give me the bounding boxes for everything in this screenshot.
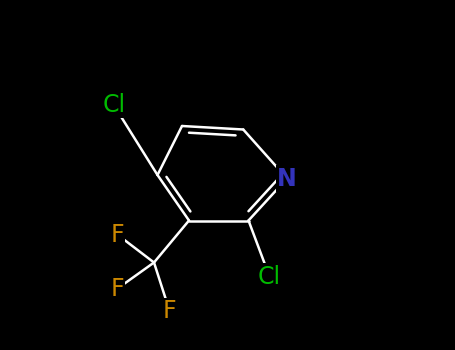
Text: F: F bbox=[163, 300, 177, 323]
Text: F: F bbox=[111, 223, 124, 246]
Text: F: F bbox=[111, 277, 124, 301]
Text: N: N bbox=[277, 167, 297, 190]
Text: Cl: Cl bbox=[258, 265, 281, 288]
Text: Cl: Cl bbox=[102, 93, 125, 117]
